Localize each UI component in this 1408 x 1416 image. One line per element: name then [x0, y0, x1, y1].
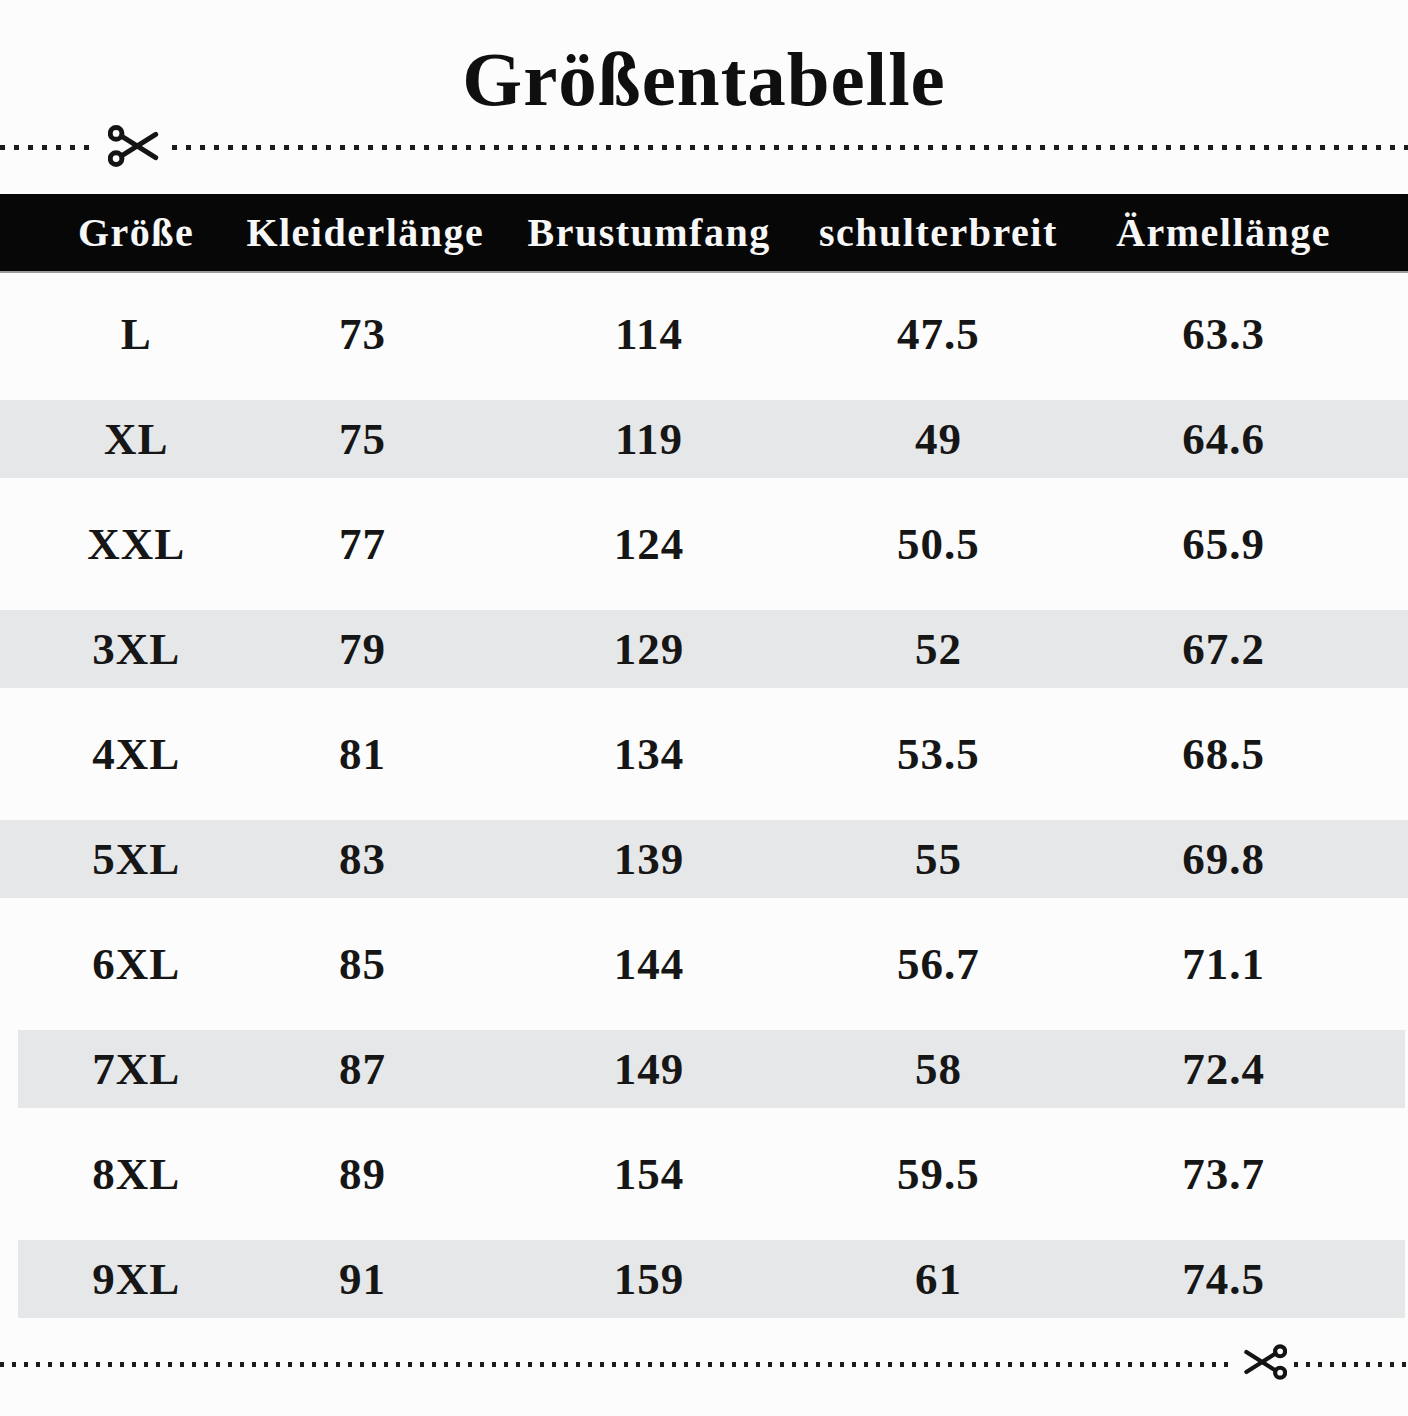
- brustumfang-cell: 114: [503, 308, 796, 360]
- schulterbreit-cell: 49: [796, 413, 1082, 465]
- schulterbreit-cell: 56.7: [796, 938, 1082, 990]
- size-cell: XXL: [0, 518, 246, 570]
- schulterbreit-cell: 53.5: [796, 728, 1082, 780]
- aermellaenge-cell: 74.5: [1081, 1253, 1408, 1305]
- size-cell: 4XL: [0, 728, 246, 780]
- page-title: Größentabelle: [0, 36, 1408, 122]
- schulterbreit-cell: 55: [796, 833, 1082, 885]
- schulterbreit-cell: 59.5: [796, 1148, 1082, 1200]
- kleiderlaenge-cell: 81: [246, 728, 502, 780]
- table-row-cells: 8XL 89 154 59.5 73.7: [0, 1135, 1408, 1213]
- column-header-groesse: Größe: [0, 209, 246, 256]
- scissors-icon: [108, 123, 162, 169]
- column-header-schulterbreit: schulterbreit: [796, 209, 1082, 256]
- table-row: XXL 77 124 50.5 65.9: [0, 483, 1408, 588]
- kleiderlaenge-cell: 77: [246, 518, 502, 570]
- dotted-line-segment: [172, 145, 1408, 150]
- table-row-cells: 4XL 81 134 53.5 68.5: [0, 715, 1408, 793]
- brustumfang-cell: 159: [503, 1253, 796, 1305]
- schulterbreit-cell: 61: [796, 1253, 1082, 1305]
- table-row-cells: 6XL 85 144 56.7 71.1: [0, 925, 1408, 1003]
- schulterbreit-cell: 47.5: [796, 308, 1082, 360]
- aermellaenge-cell: 71.1: [1081, 938, 1408, 990]
- kleiderlaenge-cell: 87: [246, 1043, 502, 1095]
- table-header-row: Größe Kleiderlänge Brustumfang schulterb…: [0, 194, 1408, 273]
- aermellaenge-cell: 65.9: [1081, 518, 1408, 570]
- aermellaenge-cell: 68.5: [1081, 728, 1408, 780]
- kleiderlaenge-cell: 75: [246, 413, 502, 465]
- aermellaenge-cell: 64.6: [1081, 413, 1408, 465]
- brustumfang-cell: 154: [503, 1148, 796, 1200]
- aermellaenge-cell: 72.4: [1081, 1043, 1408, 1095]
- dotted-line-segment: [0, 145, 98, 150]
- size-cell: 7XL: [0, 1043, 246, 1095]
- column-header-aermellaenge: Ärmellänge: [1081, 209, 1408, 256]
- dotted-line-segment: [0, 1362, 1236, 1367]
- kleiderlaenge-cell: 91: [246, 1253, 502, 1305]
- kleiderlaenge-cell: 85: [246, 938, 502, 990]
- dotted-line-segment: [1294, 1362, 1408, 1367]
- table-row: 9XL 91 159 61 74.5: [0, 1218, 1408, 1323]
- column-header-kleiderlaenge: Kleiderlänge: [246, 209, 502, 256]
- size-cell: 3XL: [0, 623, 246, 675]
- scissors-icon: [1241, 1342, 1287, 1382]
- kleiderlaenge-cell: 73: [246, 308, 502, 360]
- table-row: L 73 114 47.5 63.3: [0, 273, 1408, 378]
- kleiderlaenge-cell: 79: [246, 623, 502, 675]
- brustumfang-cell: 144: [503, 938, 796, 990]
- size-cell: 6XL: [0, 938, 246, 990]
- table-row-cells: 5XL 83 139 55 69.8: [0, 820, 1408, 898]
- size-chart-graphic: Größentabelle Größe Kleiderlänge Brustum…: [0, 0, 1408, 1416]
- table-row: 5XL 83 139 55 69.8: [0, 798, 1408, 903]
- table-row-cells: 9XL 91 159 61 74.5: [0, 1240, 1408, 1318]
- column-header-brustumfang: Brustumfang: [503, 209, 796, 256]
- brustumfang-cell: 139: [503, 833, 796, 885]
- table-body: L 73 114 47.5 63.3 XL 75 119 49 64.6 XXL…: [0, 273, 1408, 1323]
- brustumfang-cell: 134: [503, 728, 796, 780]
- kleiderlaenge-cell: 89: [246, 1148, 502, 1200]
- table-row: 8XL 89 154 59.5 73.7: [0, 1113, 1408, 1218]
- aermellaenge-cell: 67.2: [1081, 623, 1408, 675]
- kleiderlaenge-cell: 83: [246, 833, 502, 885]
- schulterbreit-cell: 58: [796, 1043, 1082, 1095]
- brustumfang-cell: 129: [503, 623, 796, 675]
- size-cell: 5XL: [0, 833, 246, 885]
- size-cell: L: [0, 308, 246, 360]
- table-row: 3XL 79 129 52 67.2: [0, 588, 1408, 693]
- table-row: 6XL 85 144 56.7 71.1: [0, 903, 1408, 1008]
- table-row-cells: XL 75 119 49 64.6: [0, 400, 1408, 478]
- cut-line-bottom: [0, 1362, 1408, 1367]
- schulterbreit-cell: 50.5: [796, 518, 1082, 570]
- brustumfang-cell: 149: [503, 1043, 796, 1095]
- aermellaenge-cell: 63.3: [1081, 308, 1408, 360]
- aermellaenge-cell: 73.7: [1081, 1148, 1408, 1200]
- schulterbreit-cell: 52: [796, 623, 1082, 675]
- table-row-cells: XXL 77 124 50.5 65.9: [0, 505, 1408, 583]
- aermellaenge-cell: 69.8: [1081, 833, 1408, 885]
- table-row: XL 75 119 49 64.6: [0, 378, 1408, 483]
- table-row: 4XL 81 134 53.5 68.5: [0, 693, 1408, 798]
- brustumfang-cell: 124: [503, 518, 796, 570]
- size-cell: 9XL: [0, 1253, 246, 1305]
- table-row-cells: 3XL 79 129 52 67.2: [0, 610, 1408, 688]
- table-row: 7XL 87 149 58 72.4: [0, 1008, 1408, 1113]
- table-row-cells: 7XL 87 149 58 72.4: [0, 1030, 1408, 1108]
- cut-line-top: [0, 145, 1408, 150]
- table-row-cells: L 73 114 47.5 63.3: [0, 295, 1408, 373]
- size-cell: 8XL: [0, 1148, 246, 1200]
- brustumfang-cell: 119: [503, 413, 796, 465]
- size-cell: XL: [0, 413, 246, 465]
